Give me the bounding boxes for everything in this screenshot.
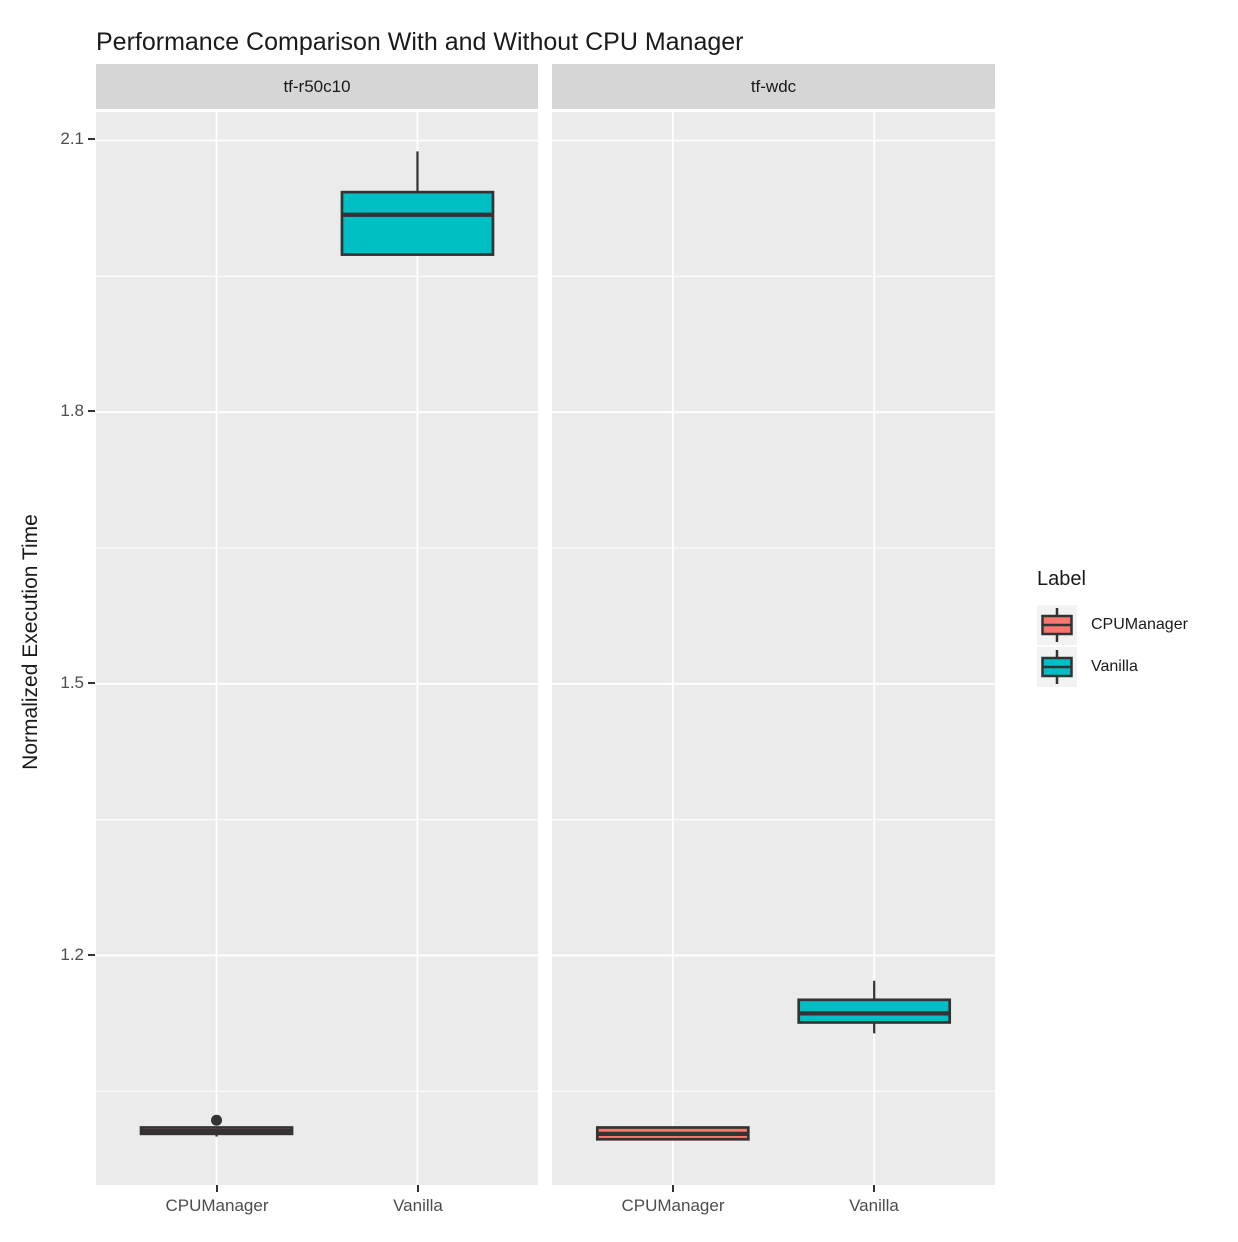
facet-strip-label: tf-r50c10 [283,76,351,96]
boxplot-panel-tf-wdc [552,112,995,1185]
facet-strip-tf-wdc: tf-wdc [552,64,995,109]
boxplot-glyph [1041,608,1073,642]
outlier-point [211,1114,223,1126]
box-CPUManager [139,1114,294,1137]
legend: Label CPUManager Vanilla [1022,568,1238,689]
x-tick-mark [216,1185,218,1192]
y-tick-mark [88,954,95,956]
y-tick-label-1.5: 1.5 [60,673,84,692]
legend-label: CPUManager [1091,616,1188,633]
y-tick-mark [88,682,95,684]
y-tick-mark [88,138,95,140]
x-tick-label-cpumanager: CPUManager [165,1196,269,1215]
legend-label: Vanilla [1091,658,1138,675]
legend-item-cpumanager: CPUManager [1037,605,1238,645]
plot-title: Performance Comparison With and Without … [96,28,744,56]
boxplot-key-icon [1037,647,1077,687]
facet-strip-tf-r50c10: tf-r50c10 [96,64,538,109]
y-tick-mark [88,410,95,412]
x-tick-mark [417,1185,419,1192]
boxplot-glyph [1041,650,1073,684]
x-tick-mark [873,1185,875,1192]
legend-title: Label [1037,568,1086,590]
x-tick-mark [672,1185,674,1192]
y-tick-label-2.1: 2.1 [60,129,84,148]
boxplot-panel-tf-r50c10 [96,112,538,1185]
y-tick-label-1.8: 1.8 [60,401,84,420]
box-Vanilla [797,980,952,1034]
y-axis-title: Normalized Execution Time [19,514,42,770]
iqr-box [797,998,952,1024]
x-tick-label-vanilla: Vanilla [849,1196,899,1215]
facet-strip-label: tf-wdc [750,76,797,96]
box-CPUManager [595,1126,750,1141]
legend-item-vanilla: Vanilla [1037,647,1238,687]
panel-canvas [96,112,538,1185]
iqr-box [340,190,495,256]
panel-canvas [552,112,995,1185]
y-tick-label-1.2: 1.2 [60,945,84,964]
x-tick-label-vanilla: Vanilla [393,1196,443,1215]
box-Vanilla [340,151,495,256]
boxplot-key-icon [1037,605,1077,645]
x-tick-label-cpumanager: CPUManager [621,1196,725,1215]
